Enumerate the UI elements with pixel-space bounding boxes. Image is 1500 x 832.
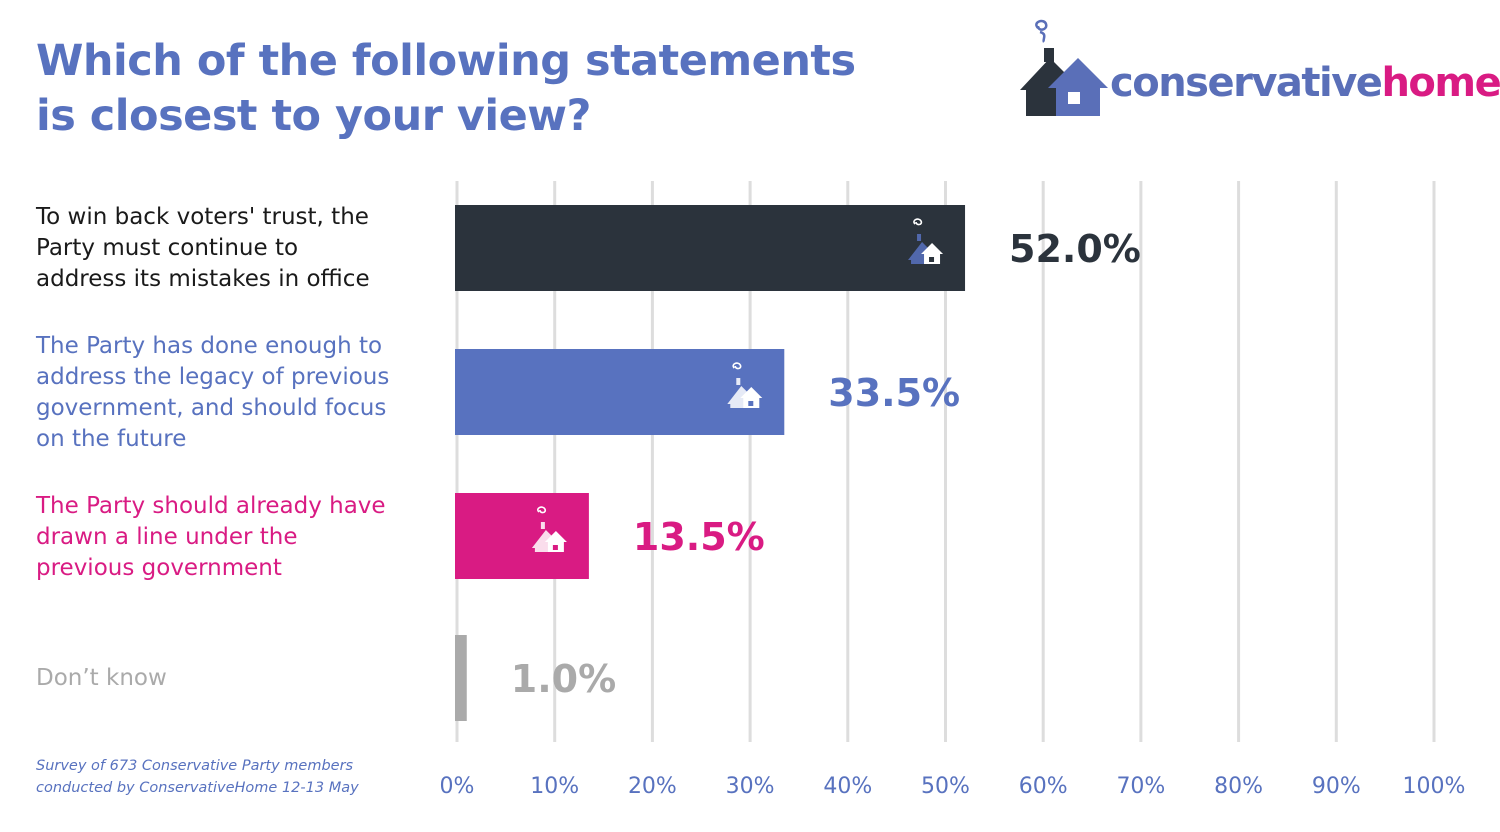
title-line-2: is closest to your view? bbox=[36, 91, 591, 141]
survey-footnote: Survey of 673 Conservative Party members… bbox=[36, 755, 359, 799]
x-tick-label: 10% bbox=[530, 774, 579, 799]
conservativehome-logo: conservativehome bbox=[1016, 18, 1500, 118]
value-label: 52.0% bbox=[1009, 227, 1141, 271]
house-icon bbox=[908, 218, 944, 264]
category-label-line: drawn a line under the bbox=[36, 524, 298, 550]
x-tick-label: 30% bbox=[726, 774, 775, 799]
category-label-3: The Party should already have drawn a li… bbox=[36, 491, 426, 584]
category-label-line: The Party has done enough to bbox=[36, 333, 383, 359]
x-tick-label: 90% bbox=[1312, 774, 1361, 799]
bar bbox=[455, 635, 467, 721]
category-label-line: previous government bbox=[36, 555, 282, 581]
value-label: 13.5% bbox=[633, 515, 765, 559]
house-icon bbox=[1020, 19, 1108, 116]
value-label: 1.0% bbox=[511, 657, 616, 701]
category-label-2: The Party has done enough to address the… bbox=[36, 331, 426, 455]
x-tick-label: 70% bbox=[1116, 774, 1165, 799]
category-label-1: To win back voters' trust, the Party mus… bbox=[36, 202, 426, 295]
category-label-line: Don’t know bbox=[36, 665, 167, 691]
category-label-line: address the legacy of previous bbox=[36, 364, 390, 390]
house-icon bbox=[727, 362, 763, 408]
bar bbox=[455, 349, 785, 435]
logo-word-conservative: conservative bbox=[1110, 60, 1383, 106]
x-tick-label: 60% bbox=[1019, 774, 1068, 799]
category-label-line: The Party should already have bbox=[36, 493, 386, 519]
value-label: 33.5% bbox=[828, 371, 960, 415]
category-label-line: address its mistakes in office bbox=[36, 266, 370, 292]
logo-word-home: home bbox=[1381, 60, 1500, 106]
x-tick-label: 100% bbox=[1403, 774, 1466, 799]
footnote-line-2: conducted by ConservativeHome 12-13 May bbox=[36, 780, 359, 796]
x-tick-label: 80% bbox=[1214, 774, 1263, 799]
house-icon bbox=[531, 506, 567, 552]
category-label-line: Party must continue to bbox=[36, 235, 299, 261]
category-label-line: government, and should focus bbox=[36, 395, 387, 421]
footnote-line-1: Survey of 673 Conservative Party members bbox=[36, 758, 354, 774]
category-label-line: on the future bbox=[36, 426, 187, 452]
x-tick-label: 50% bbox=[921, 774, 970, 799]
title-line-1: Which of the following statements bbox=[36, 36, 856, 86]
category-label-line: To win back voters' trust, the bbox=[36, 204, 369, 230]
category-label-4: Don’t know bbox=[36, 663, 426, 694]
x-tick-label: 20% bbox=[628, 774, 677, 799]
chart-title: Which of the following statements is clo… bbox=[36, 34, 936, 144]
x-tick-label: 0% bbox=[440, 774, 475, 799]
bar bbox=[455, 493, 589, 579]
logo-wordmark: conservativehome bbox=[1110, 60, 1500, 106]
x-tick-label: 40% bbox=[823, 774, 872, 799]
bar bbox=[455, 205, 966, 291]
